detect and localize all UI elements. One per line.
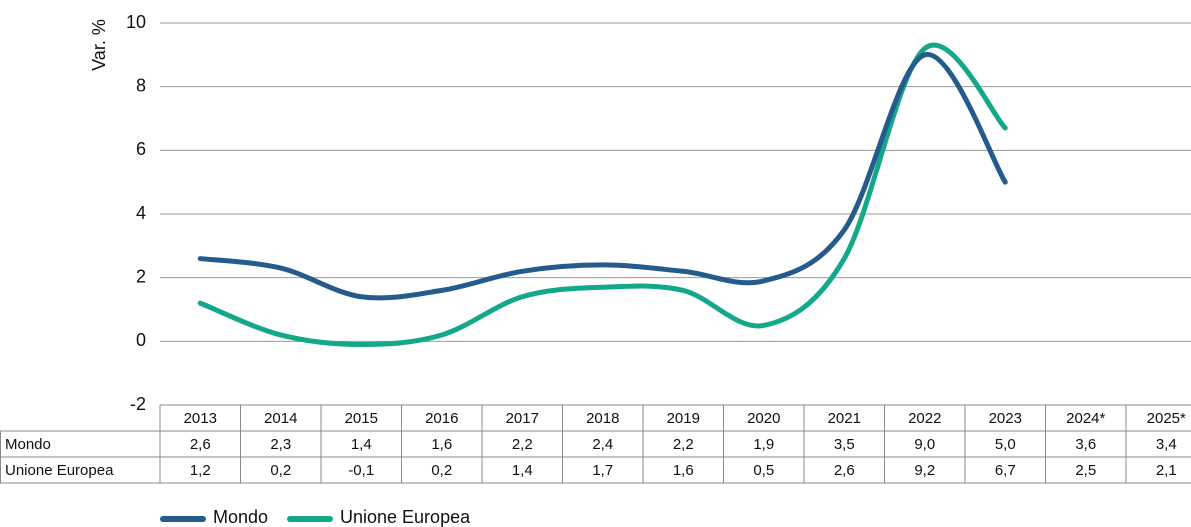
table-cell: 3,4 [1156,436,1177,453]
table-cell: 0,2 [431,462,452,479]
x-tick-label: 2020 [747,410,780,427]
series-line [197,52,1008,301]
table-cell: -0,1 [348,462,374,479]
table-cell: 1,7 [592,462,613,479]
table-cell: 0,5 [753,462,774,479]
x-tick-label: 2017 [506,410,539,427]
x-tick-label: 2022 [908,410,941,427]
legend-label: Mondo [213,507,268,527]
y-tick-label: 10 [126,12,146,32]
series-line [197,42,1008,348]
x-tick-label: 2015 [345,410,378,427]
y-tick-label: -2 [130,394,146,414]
x-tick-label: 2018 [586,410,619,427]
table-cell: 0,2 [270,462,291,479]
y-axis-label: Var. % [89,19,109,71]
x-tick-label: 2016 [425,410,458,427]
legend-label: Unione Europea [340,507,471,527]
table-cell: 1,9 [753,436,774,453]
table-cell: 1,2 [190,462,211,479]
x-tick-label: 2024* [1066,410,1105,427]
table-cell: 6,7 [995,462,1016,479]
table-cell: 2,3 [270,436,291,453]
table-cell: 1,4 [512,462,533,479]
x-tick-label: 2013 [184,410,217,427]
table-cell: 1,6 [673,462,694,479]
table-row-label: Mondo [5,436,51,453]
table-cell: 2,4 [592,436,613,453]
table-cell: 3,5 [834,436,855,453]
table-cell: 2,6 [834,462,855,479]
table-cell: 2,5 [1075,462,1096,479]
table-cell: 1,4 [351,436,372,453]
table-cell: 2,2 [512,436,533,453]
x-tick-label: 2023 [989,410,1022,427]
x-tick-label: 2025* [1147,410,1186,427]
table-cell: 2,1 [1156,462,1177,479]
x-tick-label: 2021 [828,410,861,427]
y-tick-label: 6 [136,139,146,159]
table-cell: 1,6 [431,436,452,453]
table-cell: 3,6 [1075,436,1096,453]
x-tick-label: 2019 [667,410,700,427]
table-cell: 9,2 [914,462,935,479]
table-cell: 9,0 [914,436,935,453]
table-row-label: Unione Europea [5,462,114,479]
y-tick-label: 4 [136,203,146,223]
table-cell: 2,2 [673,436,694,453]
y-tick-label: 8 [136,75,146,95]
y-tick-label: 2 [136,266,146,286]
table-cell: 5,0 [995,436,1016,453]
x-tick-label: 2014 [264,410,297,427]
y-tick-label: 0 [136,330,146,350]
table-cell: 2,6 [190,436,211,453]
